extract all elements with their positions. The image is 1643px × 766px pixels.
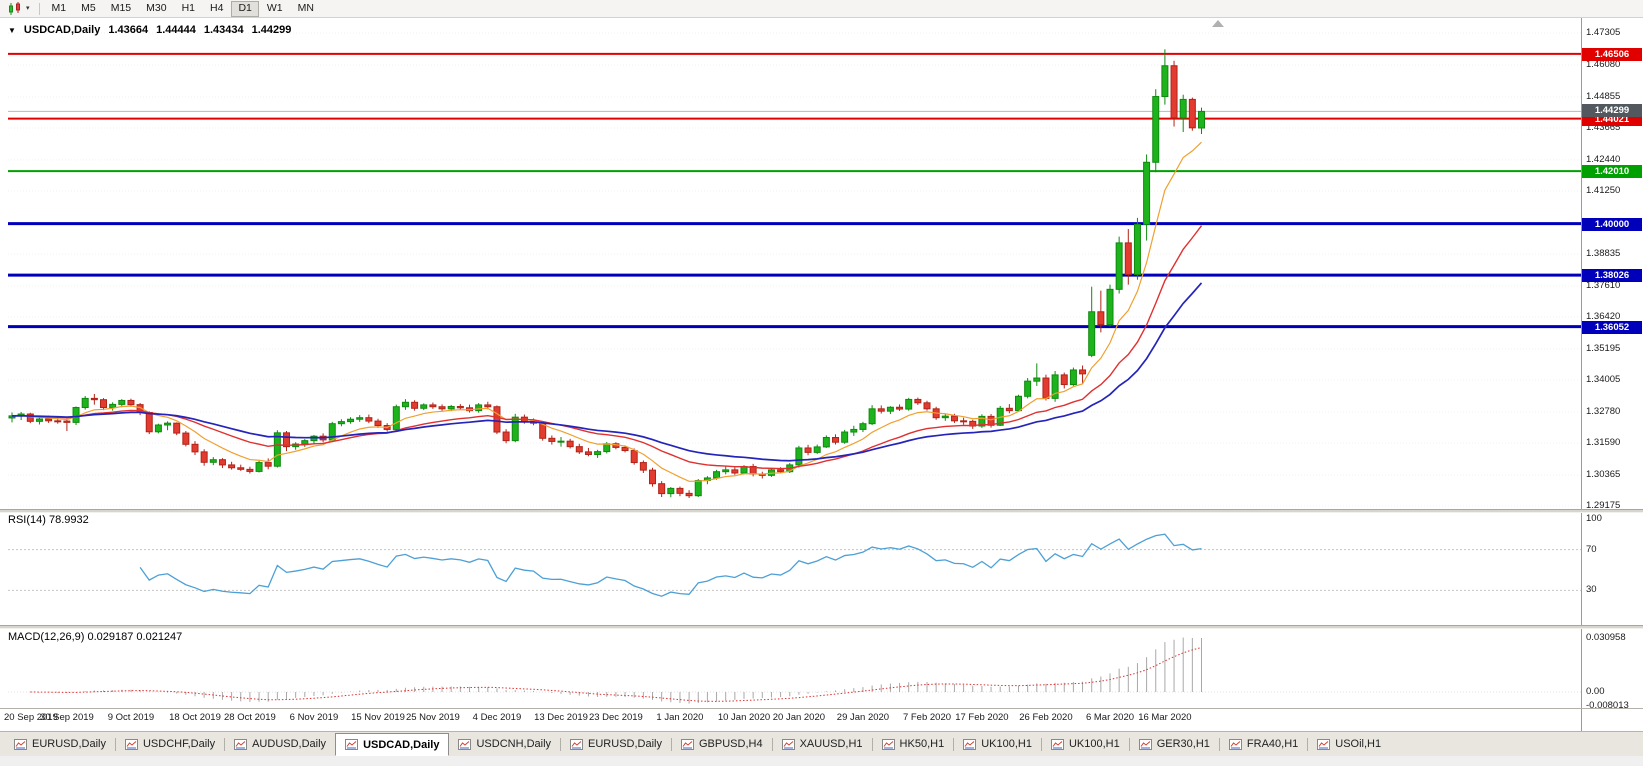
chart-tab-icon	[570, 738, 584, 750]
chart-tab-USOil,H1[interactable]: USOil,H1	[1308, 734, 1390, 754]
toolbar-separator	[38, 2, 40, 15]
tab-separator	[671, 738, 672, 751]
chart-shift-marker-icon	[1212, 20, 1224, 27]
tab-separator	[871, 738, 873, 751]
chart-tab-icon	[1228, 738, 1242, 750]
tab-label: UK100,H1	[1068, 738, 1120, 750]
chart-tab-icon	[963, 738, 977, 750]
tab-separator	[114, 738, 116, 751]
tab-separator	[560, 738, 562, 751]
timeframe-button-W1[interactable]: W1	[260, 1, 290, 17]
tab-label: FRA40,H1	[1246, 738, 1299, 750]
timeframe-button-MN[interactable]: MN	[291, 1, 321, 17]
chart-tab-icon	[345, 739, 359, 750]
status-strip	[0, 756, 1643, 766]
tab-separator	[1218, 738, 1220, 751]
chart-tab-EURUSD,Daily[interactable]: EURUSD,Daily	[5, 734, 115, 754]
tab-label: GBPUSD,H4	[699, 738, 763, 750]
chart-tab-icon	[1138, 738, 1152, 750]
chart-tab-icon	[1050, 738, 1064, 750]
chart-tab-icon	[681, 738, 694, 750]
chart-tab-USDCNH,Daily[interactable]: USDCNH,Daily	[449, 734, 560, 754]
chart-tab-EURUSD,Daily[interactable]: EURUSD,Daily	[561, 734, 671, 754]
chart-tab-UK100,H1[interactable]: UK100,H1	[1042, 734, 1129, 754]
chart-tab-icon	[234, 738, 248, 750]
tab-label: UK100,H1	[981, 738, 1032, 750]
chart-tab-XAUUSD,H1[interactable]: XAUUSD,H1	[773, 734, 872, 754]
tab-label: USOil,H1	[1335, 738, 1382, 750]
tab-label: XAUUSD,H1	[799, 738, 863, 750]
tab-label: USDCHF,Daily	[142, 738, 216, 750]
chart-type-dropdown-icon[interactable]: ▾	[26, 5, 30, 12]
chart-tab-GER30,H1[interactable]: GER30,H1	[1130, 734, 1219, 754]
chart-tab-icon	[14, 738, 27, 750]
chart-tab-USDCHF,Daily[interactable]: USDCHF,Daily	[116, 734, 224, 754]
chart-tab-bar: EURUSD,Daily USDCHF,Daily AUDUSD,Daily USDC…	[0, 731, 1643, 756]
tab-label: EURUSD,Daily	[32, 738, 106, 750]
timeframe-button-M15[interactable]: M15	[104, 1, 138, 17]
tab-label: AUDUSD,Daily	[252, 738, 327, 750]
tab-separator	[1040, 738, 1042, 751]
tab-separator	[771, 738, 773, 751]
tab-label: EURUSD,Daily	[588, 738, 662, 750]
tab-label: USDCAD,Daily	[363, 738, 440, 751]
chart-tab-icon	[124, 738, 138, 750]
timeframe-button-M1[interactable]: M1	[45, 1, 74, 17]
candles-layer	[8, 49, 1205, 499]
timeframe-buttons: M1 M5 M15 M30 H1 H4 D1 W1 MN	[45, 0, 321, 17]
candlestick-icon	[9, 1, 20, 15]
chart-tab-USDCAD,Daily[interactable]: USDCAD,Daily	[335, 733, 450, 756]
tab-label: USDCNH,Daily	[476, 738, 552, 750]
chart-tab-icon	[881, 738, 895, 750]
tab-separator	[1307, 738, 1309, 751]
chart-tab-HK50,H1[interactable]: HK50,H1	[873, 734, 954, 754]
chart-type-button[interactable]: ▾	[3, 1, 34, 17]
tab-separator	[1128, 738, 1130, 751]
timeframe-toolbar: ▾ M1 M5 M15 M30 H1 H4 D1 W1 MN	[0, 0, 1643, 18]
tab-label: HK50,H1	[899, 738, 945, 750]
timeframe-button-H1[interactable]: H1	[175, 1, 202, 17]
tab-separator	[953, 738, 955, 751]
tab-label: GER30,H1	[1156, 738, 1210, 750]
chart-tab-GBPUSD,H4[interactable]: GBPUSD,H4	[672, 734, 772, 754]
chart-tab-icon	[458, 738, 472, 750]
chart-tab-icon	[1317, 738, 1331, 750]
chart-tab-UK100,H1[interactable]: UK100,H1	[954, 734, 1041, 754]
chart-tab-FRA40,H1[interactable]: FRA40,H1	[1220, 734, 1307, 754]
timeframe-button-D1[interactable]: D1	[231, 0, 259, 17]
chart-tab-icon	[781, 738, 795, 750]
timeframe-button-M5[interactable]: M5	[74, 1, 103, 17]
timeframe-button-H4[interactable]: H4	[203, 1, 230, 17]
chart-tab-AUDUSD,Daily[interactable]: AUDUSD,Daily	[225, 734, 335, 754]
timeframe-button-M30[interactable]: M30	[139, 1, 173, 17]
tab-separator	[224, 738, 226, 751]
